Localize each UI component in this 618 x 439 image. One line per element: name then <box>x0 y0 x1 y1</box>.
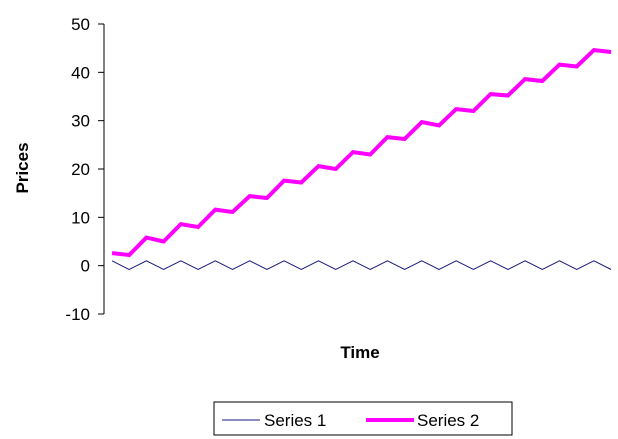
y-tick-label: 20 <box>71 160 90 179</box>
legend-label-series-1: Series 1 <box>264 411 326 430</box>
y-tick-labels: -10 0 10 20 30 40 50 <box>65 15 90 324</box>
y-tick-label: 40 <box>71 63 90 82</box>
y-tick-label: 30 <box>71 112 90 131</box>
y-axis <box>98 23 105 315</box>
y-tick-label: 0 <box>81 257 90 276</box>
y-tick-label: 50 <box>71 15 90 34</box>
plot-area <box>111 48 612 271</box>
legend-box <box>213 401 513 436</box>
y-tick-label: -10 <box>65 305 90 324</box>
x-axis-title: Time <box>340 343 379 362</box>
legend: Series 1 Series 2 <box>213 401 513 436</box>
legend-label-series-2: Series 2 <box>417 411 479 430</box>
series-line-2 <box>111 48 612 258</box>
y-tick-label: 10 <box>71 208 90 227</box>
y-axis-title: Prices <box>13 142 32 193</box>
series-line-1 <box>111 260 612 271</box>
